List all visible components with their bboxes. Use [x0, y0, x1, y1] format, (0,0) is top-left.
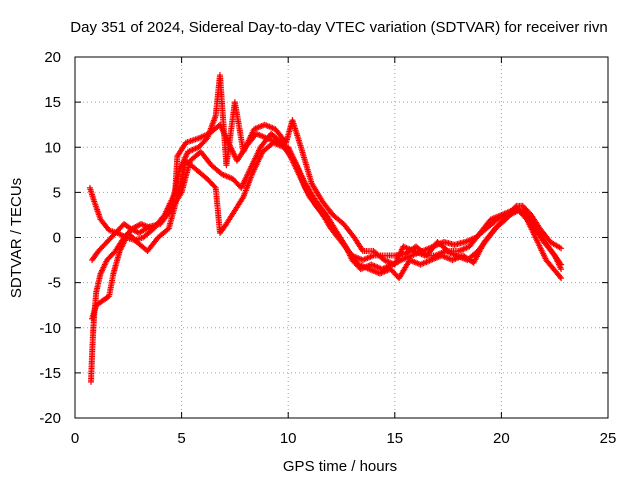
y-tick-label: -20	[39, 410, 61, 427]
chart-title: Day 351 of 2024, Sidereal Day-to-day VTE…	[70, 19, 607, 36]
y-tick-label: -15	[39, 365, 61, 382]
y-tick-label: 0	[53, 230, 61, 247]
track-1-point	[558, 245, 565, 252]
track-4-point	[558, 266, 565, 273]
y-tick-label: -5	[48, 275, 61, 292]
y-tick-label: 15	[44, 94, 61, 111]
y-axis-label: SDTVAR / TECUs	[8, 178, 25, 298]
x-tick-label: 5	[177, 430, 185, 447]
track-3-point	[211, 183, 218, 190]
y-tick-label: -10	[39, 320, 61, 337]
x-tick-label: 15	[386, 430, 403, 447]
x-axis-label: GPS time / hours	[283, 458, 397, 475]
x-tick-labels: 0 5 10 15 20 25	[71, 430, 617, 447]
grid	[75, 57, 608, 418]
plot-frame	[74, 56, 609, 419]
y-tick-label: 5	[53, 184, 61, 201]
y-tick-label: 20	[44, 49, 61, 66]
x-tick-label: 20	[493, 430, 510, 447]
x-tick-label: 10	[280, 430, 297, 447]
y-tick-labels: -20 -15 -10 -5 0 5 10 15 20	[39, 49, 61, 427]
track-4-point	[443, 246, 450, 253]
x-tick-label: 0	[71, 430, 79, 447]
track-3-point	[558, 275, 565, 282]
track-3-point	[557, 273, 564, 280]
y-tick-label: 10	[44, 139, 61, 156]
x-tick-label: 25	[600, 430, 617, 447]
data-points	[86, 72, 565, 385]
